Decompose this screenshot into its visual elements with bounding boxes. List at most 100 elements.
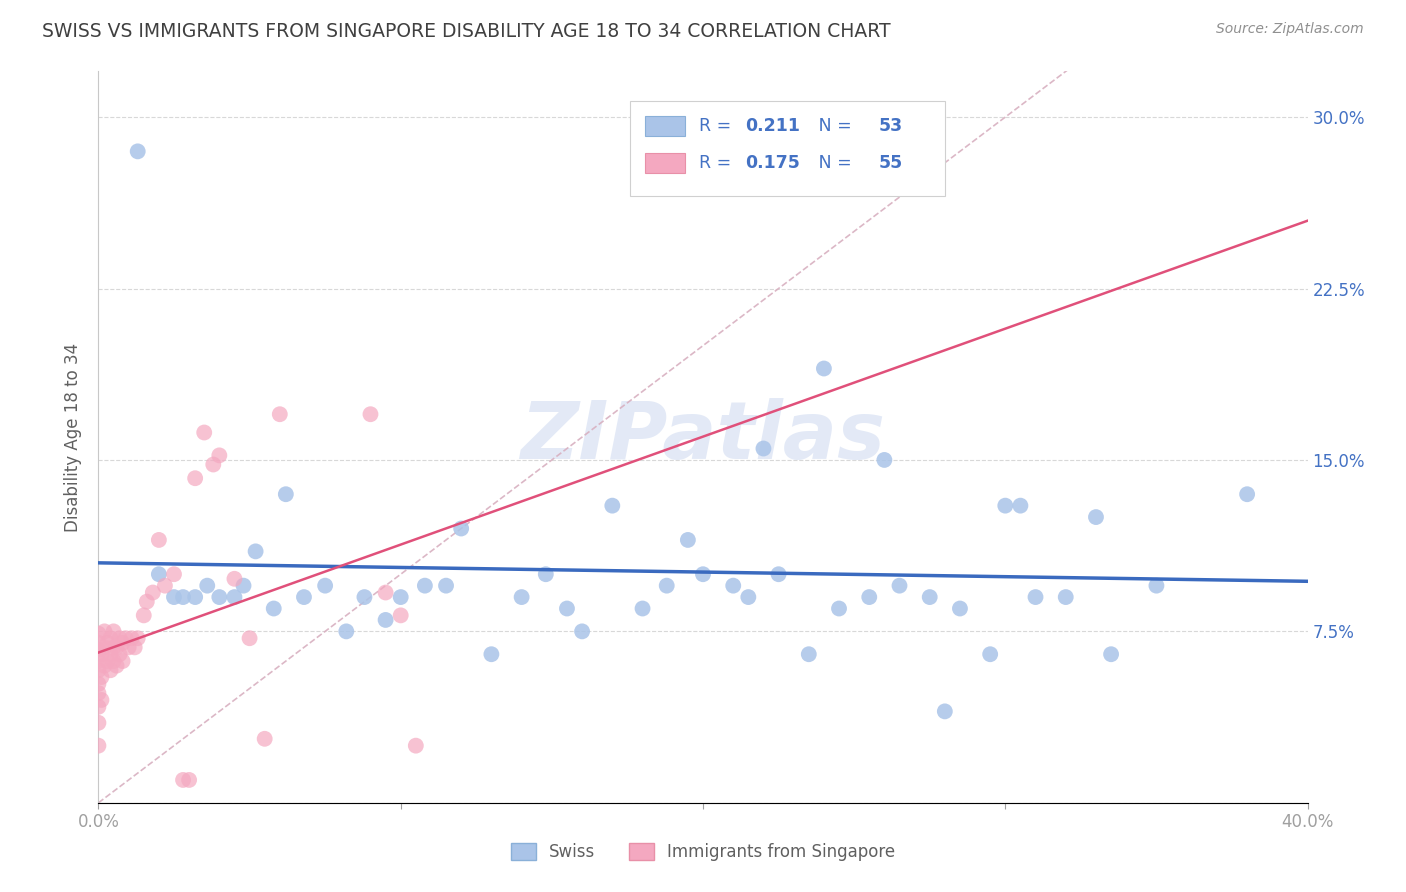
Point [918, 590, 941, 604]
Point [269, 407, 291, 421]
Point [103, 654, 125, 668]
Point [768, 567, 790, 582]
Point [360, 407, 382, 421]
Text: N =: N = [803, 153, 858, 172]
Point [534, 567, 557, 582]
Point [127, 145, 149, 159]
Point [100, 647, 122, 661]
Point [239, 632, 262, 646]
Point [858, 590, 880, 604]
Point [813, 361, 835, 376]
Legend: Swiss, Immigrants from Singapore: Swiss, Immigrants from Singapore [505, 836, 901, 868]
Point [195, 579, 218, 593]
Point [1099, 647, 1122, 661]
Point [723, 579, 745, 593]
Point [114, 632, 136, 646]
Point [142, 585, 165, 599]
Text: 0.175: 0.175 [745, 153, 800, 172]
Point [208, 449, 231, 463]
Point [124, 640, 146, 655]
Text: R =: R = [699, 153, 737, 172]
Point [889, 579, 911, 593]
Point [873, 453, 896, 467]
FancyBboxPatch shape [645, 116, 685, 136]
Point [153, 579, 176, 593]
Point [314, 579, 336, 593]
FancyBboxPatch shape [645, 153, 685, 173]
Point [434, 579, 457, 593]
Point [100, 663, 122, 677]
Point [692, 567, 714, 582]
Point [90, 647, 112, 661]
Point [163, 590, 186, 604]
Point [87, 636, 110, 650]
Point [510, 590, 533, 604]
Point [193, 425, 215, 440]
Point [481, 647, 503, 661]
Point [208, 590, 231, 604]
Point [87, 715, 110, 730]
Text: Source: ZipAtlas.com: Source: ZipAtlas.com [1216, 22, 1364, 37]
Point [172, 590, 194, 604]
Point [1010, 499, 1032, 513]
Point [828, 601, 851, 615]
Text: 55: 55 [879, 153, 903, 172]
Bar [630, 101, 945, 195]
Point [90, 670, 112, 684]
Point [90, 693, 112, 707]
Point [87, 642, 110, 657]
Text: ZIPatlas: ZIPatlas [520, 398, 886, 476]
Point [163, 567, 186, 582]
Text: N =: N = [803, 117, 858, 136]
Point [994, 499, 1017, 513]
Point [1085, 510, 1108, 524]
Point [949, 601, 972, 615]
Point [253, 731, 276, 746]
Point [374, 613, 396, 627]
Point [87, 686, 110, 700]
Point [103, 624, 125, 639]
Point [87, 654, 110, 668]
Point [602, 499, 624, 513]
Point [111, 636, 134, 650]
Point [389, 608, 412, 623]
Point [979, 647, 1001, 661]
Point [105, 658, 128, 673]
Point [631, 601, 654, 615]
Point [405, 739, 427, 753]
Point [737, 590, 759, 604]
Point [87, 626, 110, 640]
Point [179, 772, 201, 787]
Point [87, 699, 110, 714]
Point [571, 624, 593, 639]
Point [202, 458, 225, 472]
Point [1054, 590, 1077, 604]
Point [132, 608, 155, 623]
Point [389, 590, 412, 604]
Point [292, 590, 315, 604]
Point [224, 590, 246, 604]
Point [1144, 579, 1167, 593]
Point [184, 471, 207, 485]
Text: 0.211: 0.211 [745, 117, 800, 136]
Point [105, 640, 128, 655]
Point [103, 640, 125, 655]
Point [93, 658, 115, 673]
Point [127, 632, 149, 646]
Point [224, 572, 246, 586]
Point [100, 632, 122, 646]
Point [934, 705, 956, 719]
Point [263, 601, 285, 615]
Point [676, 533, 699, 547]
Point [555, 601, 578, 615]
Point [108, 647, 131, 661]
Point [87, 739, 110, 753]
Point [148, 533, 170, 547]
Text: R =: R = [699, 117, 737, 136]
Point [374, 585, 396, 599]
Point [121, 632, 143, 646]
Point [96, 636, 118, 650]
Point [93, 640, 115, 655]
Point [118, 640, 141, 655]
Point [353, 590, 375, 604]
